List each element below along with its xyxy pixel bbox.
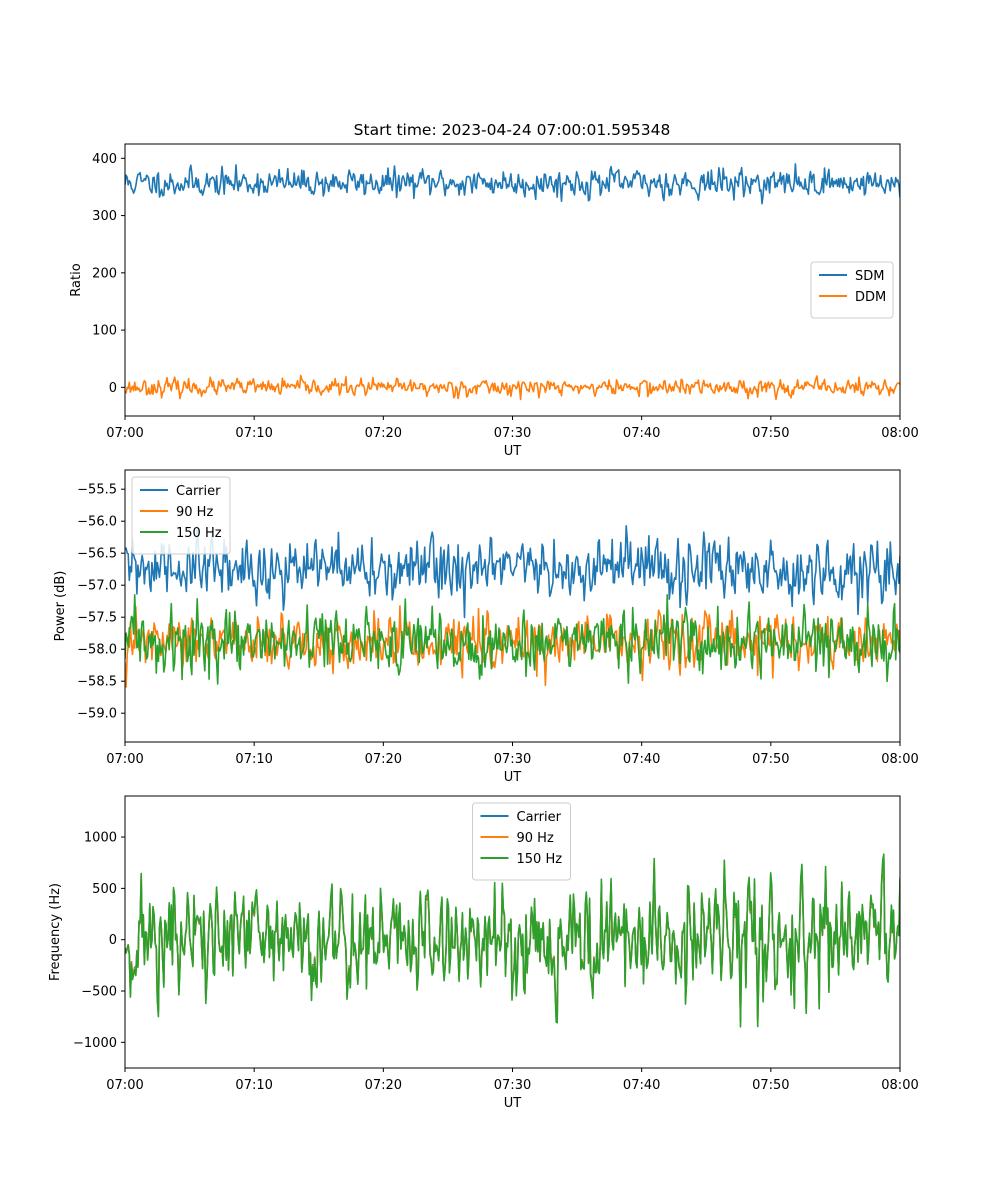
legend-box	[472, 802, 571, 881]
y-tick-label: 500	[92, 882, 117, 897]
y-tick-label: −59.0	[77, 707, 117, 722]
x-tick-label: 07:20	[365, 426, 402, 441]
plot-area	[125, 524, 900, 688]
series-line-150-hz	[125, 593, 900, 685]
y-tick-label: −56.0	[77, 515, 117, 530]
y-tick-label: −58.0	[77, 643, 117, 658]
legend-label: SDM	[855, 269, 884, 284]
x-tick-label: 07:40	[623, 1078, 660, 1093]
legend: Carrier 90 Hz 150 Hz	[131, 476, 231, 555]
series-line-carrier	[125, 524, 900, 619]
series-line-sdm	[125, 163, 900, 205]
x-tick-label: 07:50	[752, 752, 789, 767]
plot-area	[125, 853, 900, 1028]
x-axis-label: UT	[504, 444, 522, 459]
series-line-150-hz	[125, 853, 900, 1028]
legend-label: Carrier	[517, 810, 562, 825]
x-tick-label: 07:50	[752, 1078, 789, 1093]
x-tick-label: 07:40	[623, 752, 660, 767]
y-tick-label: 200	[92, 266, 117, 281]
legend: SDM DDM	[810, 261, 894, 319]
y-tick-label: −57.0	[77, 579, 117, 594]
x-tick-label: 07:30	[494, 426, 531, 441]
y-tick-label: −55.5	[77, 483, 117, 498]
series-line-ddm	[125, 374, 900, 401]
legend: Carrier 90 Hz 150 Hz	[472, 802, 571, 881]
y-tick-label: −58.5	[77, 675, 117, 690]
x-tick-label: 07:00	[106, 1078, 143, 1093]
x-tick-label: 07:30	[494, 1078, 531, 1093]
x-tick-label: 08:00	[881, 752, 918, 767]
legend-label: 150 Hz	[176, 526, 222, 541]
legend-box	[131, 476, 231, 555]
y-tick-label: −1000	[73, 1036, 117, 1051]
x-tick-label: 07:20	[365, 752, 402, 767]
y-tick-label: −57.5	[77, 611, 117, 626]
y-tick-label: −500	[81, 985, 117, 1000]
x-tick-label: 07:10	[235, 426, 272, 441]
x-axis-label: UT	[504, 1096, 522, 1111]
panels: 07:00 07:10 07:20 07:30 07:40 07:50 08:00 0 100 2…	[48, 143, 919, 1111]
legend-label: Carrier	[176, 484, 221, 499]
legend-label: 90 Hz	[176, 505, 213, 520]
x-tick-label: 07:00	[106, 426, 143, 441]
x-axis-label: UT	[504, 770, 522, 785]
x-tick-label: 07:20	[365, 1078, 402, 1093]
x-tick-label: 07:40	[623, 426, 660, 441]
x-tick-label: 07:00	[106, 752, 143, 767]
legend-label: 150 Hz	[517, 852, 563, 867]
y-tick-label: 0	[109, 933, 117, 948]
panel-3: 07:00 07:10 07:20 07:30 07:40 07:50 08:00 −1000…	[48, 795, 919, 1111]
figure-title: Start time: 2023-04-24 07:00:01.595348	[354, 121, 671, 139]
legend-label: DDM	[855, 290, 886, 305]
x-tick-label: 08:00	[881, 426, 918, 441]
x-tick-label: 07:10	[235, 752, 272, 767]
plot-area	[125, 163, 900, 401]
y-tick-label: 400	[92, 152, 117, 167]
x-tick-label: 08:00	[881, 1078, 918, 1093]
y-axis-label: Power (dB)	[53, 571, 68, 642]
x-tick-label: 07:50	[752, 426, 789, 441]
panel-2: 07:00 07:10 07:20 07:30 07:40 07:50 08:00 −59.0…	[53, 469, 919, 785]
x-tick-label: 07:10	[235, 1078, 272, 1093]
y-tick-label: 100	[92, 324, 117, 339]
x-tick-label: 07:30	[494, 752, 531, 767]
y-tick-label: 0	[109, 381, 117, 396]
y-tick-label: 300	[92, 209, 117, 224]
legend-label: 90 Hz	[517, 831, 554, 846]
y-axis-label: Ratio	[69, 263, 84, 296]
y-tick-label: 1000	[84, 831, 117, 846]
y-tick-label: −56.5	[77, 547, 117, 562]
panel-1: 07:00 07:10 07:20 07:30 07:40 07:50 08:00 0 100 2…	[69, 143, 919, 459]
y-axis-label: Frequency (Hz)	[48, 883, 63, 981]
